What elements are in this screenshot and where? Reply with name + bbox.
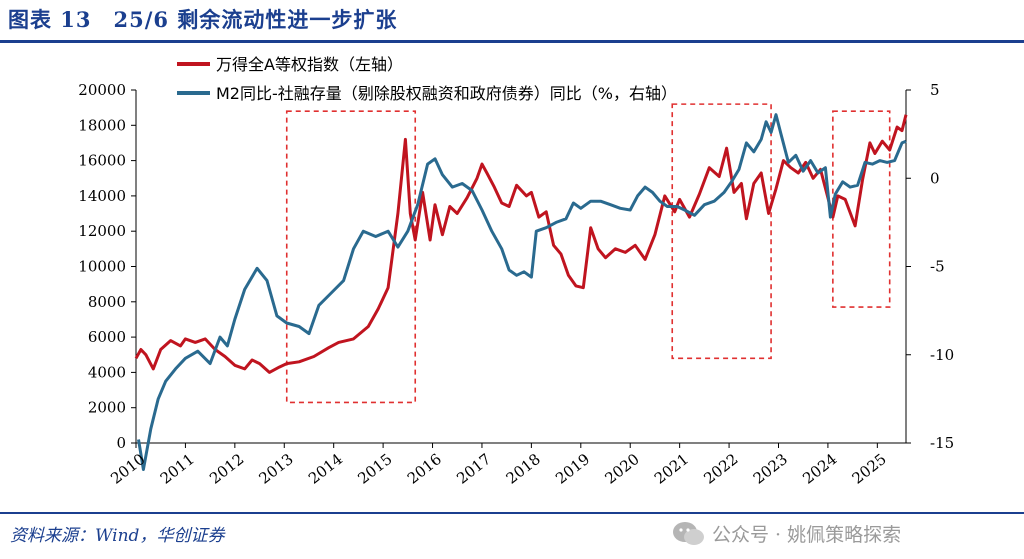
highlight-box [671,103,772,360]
legend-label-m2-tsf: M2同比-社融存量（剔除股权融资和政府债券）同比（%，右轴） [216,84,677,103]
source-note: 资料来源：Wind，华创证券 [10,526,225,546]
figure-title: 图表 13 25/6 剩余流动性进一步扩张 [8,7,398,32]
left-tick-label: 14000 [78,187,126,205]
left-tick-label: 12000 [78,222,126,240]
x-tick-label: 2013 [256,450,297,488]
wechat-icon [673,522,704,545]
left-tick-label: 2000 [88,399,126,417]
line-chart: 0 2000 4000 6000 8000 10000 12000 14000 16000 180… [78,55,954,488]
x-tick-label: 2022 [700,450,741,488]
chart-axes [131,89,911,448]
left-tick-label: 18000 [78,116,126,134]
watermark: 公众号 · 姚佩策略探索 [712,524,902,546]
series-lines [134,113,908,471]
left-tick-label: 10000 [78,258,126,276]
x-tick-label: 2025 [849,450,890,488]
tick-labels: 0 2000 4000 6000 8000 10000 12000 14000 16000 180… [78,81,954,488]
left-tick-label: 6000 [88,328,126,346]
x-tick-label: 2016 [404,450,445,488]
right-tick-label: -10 [930,346,954,364]
legend: 万得全A等权指数（左轴） M2同比-社融存量（剔除股权融资和政府债券）同比（%，… [177,55,677,103]
x-tick-label: 2011 [157,450,198,488]
x-tick-label: 2015 [354,450,395,488]
right-tick-label: -5 [930,258,945,276]
x-tick-label: 2018 [503,450,544,488]
x-tick-label: 2014 [305,450,346,488]
x-tick-label: 2021 [651,450,692,488]
left-tick-label: 0 [116,434,126,452]
right-tick-label: 0 [930,169,940,187]
highlight-box [285,110,417,404]
right-tick-label: 5 [930,81,940,99]
left-tick-label: 4000 [88,363,126,381]
footer-divider [0,512,1024,514]
x-tick-label: 2019 [552,450,593,488]
title-divider [0,40,1024,43]
x-tick-label: 2017 [453,450,494,488]
line-series-m2-tsf [137,113,907,471]
x-tick-label: 2023 [750,450,791,488]
line-series-wind-a [134,114,908,374]
left-tick-label: 16000 [78,152,126,170]
legend-label-wind-a: 万得全A等权指数（左轴） [216,55,403,74]
x-tick-label: 2020 [602,450,643,488]
right-tick-label: -15 [930,434,954,452]
x-tick-label: 2024 [799,450,840,488]
x-tick-label: 2012 [206,450,247,488]
left-tick-label: 20000 [78,81,126,99]
left-tick-label: 8000 [88,293,126,311]
